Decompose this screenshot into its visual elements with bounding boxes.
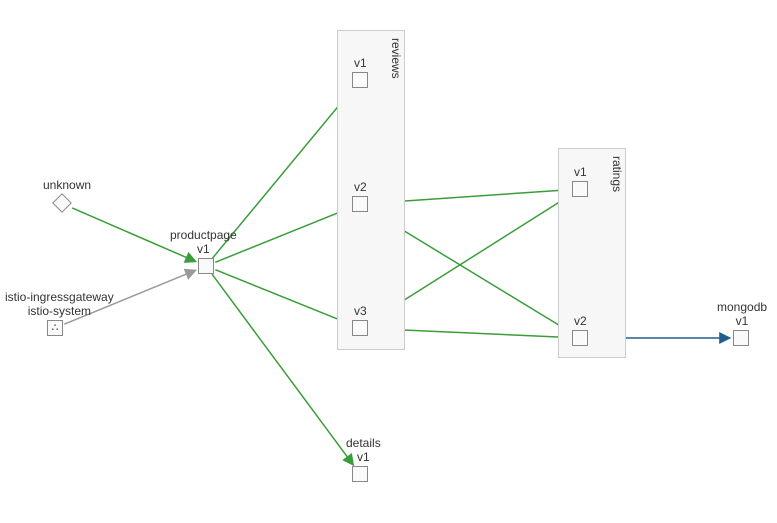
node-ratings-v1[interactable] (572, 181, 588, 197)
node-label-reviews-v3: v3 (354, 304, 367, 318)
node-reviews-v1[interactable] (352, 72, 368, 88)
node-label-ratings-v2: v2 (574, 314, 587, 328)
node-ratings-v2[interactable] (572, 330, 588, 346)
node-label-unknown: unknown (43, 178, 91, 192)
node-reviews-v3[interactable] (352, 320, 368, 336)
edge-productpage-reviews-v3 (215, 270, 350, 324)
node-details[interactable] (352, 466, 368, 482)
node-ingress[interactable] (47, 320, 63, 336)
edge-productpage-details (212, 274, 354, 465)
node-label-mongodb: mongodb v1 (717, 300, 767, 329)
node-label-details: details v1 (346, 436, 381, 465)
node-label-reviews-v1: v1 (354, 56, 367, 70)
node-label-ingress: istio-ingressgateway istio-system (5, 290, 114, 319)
node-label-productpage: productpage v1 (170, 228, 237, 257)
node-label-reviews-v2: v2 (354, 180, 367, 194)
node-mongodb[interactable] (733, 330, 749, 346)
node-productpage[interactable] (198, 258, 214, 274)
group-label-reviews: reviews (389, 38, 403, 79)
node-label-ratings-v1: v1 (574, 165, 587, 179)
node-reviews-v2[interactable] (352, 196, 368, 212)
group-label-ratings: ratings (610, 156, 624, 192)
